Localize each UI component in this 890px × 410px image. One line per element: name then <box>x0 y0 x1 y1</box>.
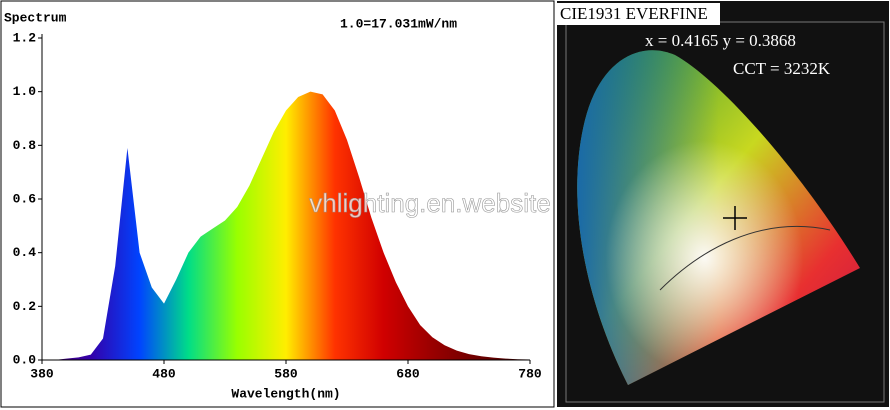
planckian-locus <box>659 226 831 291</box>
y-tick-label: 0.8 <box>13 138 37 153</box>
y-tick-label: 0.4 <box>13 245 37 260</box>
cie-title: CIE1931 EVERFINE <box>560 4 708 23</box>
x-tick-label: 580 <box>274 366 298 381</box>
x-axis-label: Wavelength(nm) <box>231 386 340 401</box>
watermark: vhlighting.en.website <box>309 188 550 218</box>
cie-coordinates: x = 0.4165 y = 0.3868 <box>645 31 796 50</box>
y-tick-label: 0.2 <box>13 299 37 314</box>
y-tick-label: 1.0 <box>13 84 37 99</box>
y-tick-label: 1.2 <box>13 30 37 45</box>
y-tick-label: 0.6 <box>13 191 37 206</box>
cie-white <box>577 50 860 385</box>
cie-cct: CCT = 3232K <box>733 59 831 78</box>
cie-frame <box>565 21 885 403</box>
chart-title: Spectrum <box>4 10 67 25</box>
x-tick-label: 480 <box>152 366 176 381</box>
plot: 0.0 0.2 0.4 0.6 0.8 1.0 1.2 380 480 580 680 780 <box>13 30 542 381</box>
y-tick-label: 0.0 <box>13 352 37 367</box>
x-tick-label: 780 <box>518 366 542 381</box>
x-tick-label: 380 <box>30 366 54 381</box>
cie-title-bg <box>557 3 720 25</box>
x-tick-label: 680 <box>396 366 420 381</box>
spectrum-area <box>42 91 530 361</box>
annotation: 1.0=17.031mW/nm <box>340 16 457 31</box>
